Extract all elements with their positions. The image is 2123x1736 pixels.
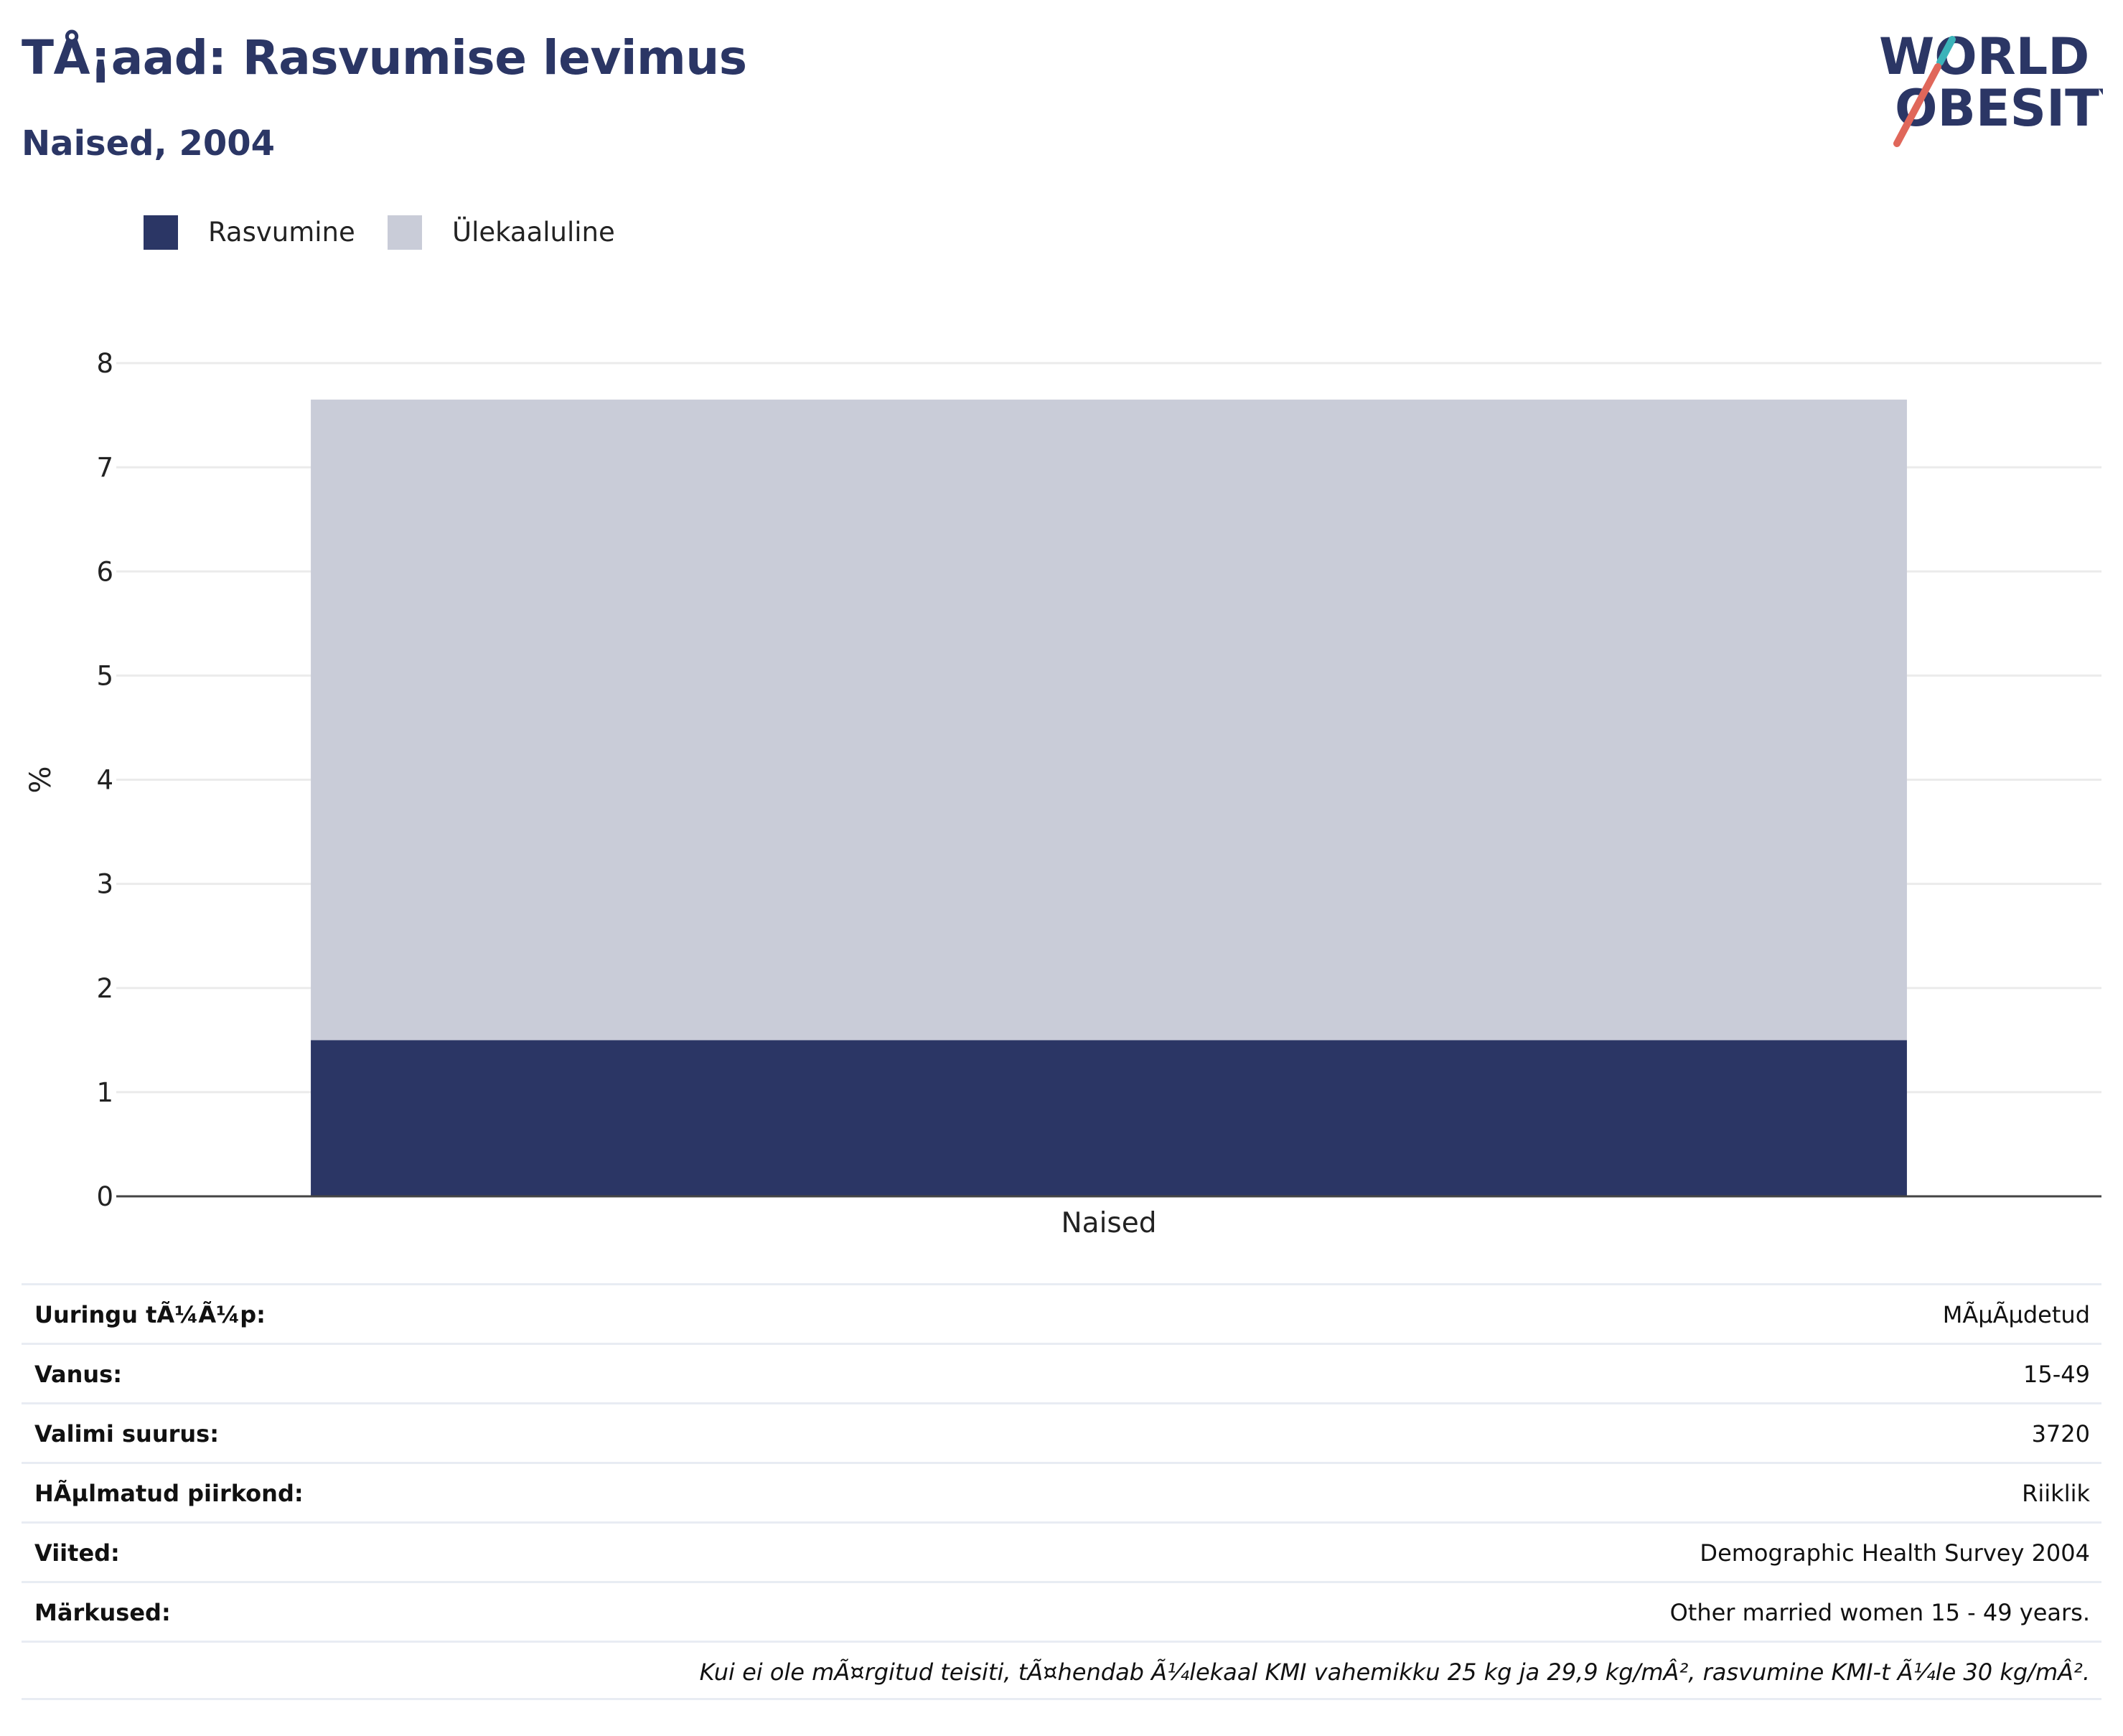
info-row-sample-size: Valimi suurus: 3720 <box>22 1402 2101 1462</box>
info-row-references: Viited: Demographic Health Survey 2004 <box>22 1521 2101 1581</box>
info-label: Märkused: <box>34 1599 171 1626</box>
info-value: 3720 <box>2031 1420 2090 1448</box>
info-label: Vanus: <box>34 1361 123 1388</box>
y-axis-title: % <box>24 766 57 793</box>
y-tick-label: 3 <box>96 869 113 900</box>
logo-text-world: WORLD <box>1879 27 2089 86</box>
info-row-survey-type: Uuringu tÃ¼Ã¼p: MÃµÃµdetud <box>22 1283 2101 1343</box>
footnote-text: Kui ei ole mÃ¤rgitud teisiti, tÃ¤hendab … <box>699 1658 2090 1686</box>
info-table: Uuringu tÃ¼Ã¼p: MÃµÃµdetud Vanus: 15-49 … <box>22 1283 2101 1700</box>
y-tick-label: 1 <box>96 1077 113 1108</box>
legend-swatch-obesity <box>144 215 178 250</box>
y-tick-label: 4 <box>96 765 113 796</box>
info-value: 15-49 <box>2023 1361 2090 1388</box>
y-tick-label: 7 <box>96 452 113 483</box>
info-value: MÃµÃµdetud <box>1942 1301 2090 1328</box>
bars <box>311 399 1907 1196</box>
info-row-notes: Märkused: Other married women 15 - 49 ye… <box>22 1581 2101 1641</box>
y-tick-label: 0 <box>96 1181 113 1212</box>
info-row-age: Vanus: 15-49 <box>22 1343 2101 1402</box>
info-row-footnote: Kui ei ole mÃ¤rgitud teisiti, tÃ¤hendab … <box>22 1641 2101 1700</box>
logo-slash-coral <box>1893 63 1941 147</box>
chart-title: TÅ¡aad: Rasvumise levimus <box>22 30 747 85</box>
chart-subtitle: Naised, 2004 <box>22 123 276 164</box>
info-label: Valimi suurus: <box>34 1420 220 1448</box>
y-tick-label: 8 <box>96 348 113 379</box>
info-value: Demographic Health Survey 2004 <box>1700 1539 2090 1567</box>
info-value: Riiklik <box>2022 1480 2090 1507</box>
bar-obesity[interactable] <box>311 1040 1907 1196</box>
x-tick-label: Naised <box>1062 1207 1157 1239</box>
info-label: HÃµlmatud piirkond: <box>34 1480 304 1507</box>
world-obesity-logo: WORLD OBESITY <box>1879 27 2103 147</box>
legend-swatch-overweight <box>388 215 422 250</box>
y-tick-label: 2 <box>96 973 113 1004</box>
info-label: Uuringu tÃ¼Ã¼p: <box>34 1301 266 1328</box>
bar-chart: 0 1 2 3 4 5 6 7 8% Naised <box>24 348 2101 1239</box>
legend-label-overweight: Ülekaaluline <box>452 217 615 248</box>
info-row-area-covered: HÃµlmatud piirkond: Riiklik <box>22 1462 2101 1521</box>
info-label: Viited: <box>34 1539 120 1567</box>
bar-overweight[interactable] <box>311 399 1907 1041</box>
y-tick-label: 5 <box>96 660 113 691</box>
y-tick-label: 6 <box>96 556 113 587</box>
info-value: Other married women 15 - 49 years. <box>1669 1599 2090 1626</box>
legend-label-obesity: Rasvumine <box>208 217 355 248</box>
logo-slash-teal <box>1936 36 1956 66</box>
axes: 0 1 2 3 4 5 6 7 8% Naised <box>24 348 2101 1239</box>
